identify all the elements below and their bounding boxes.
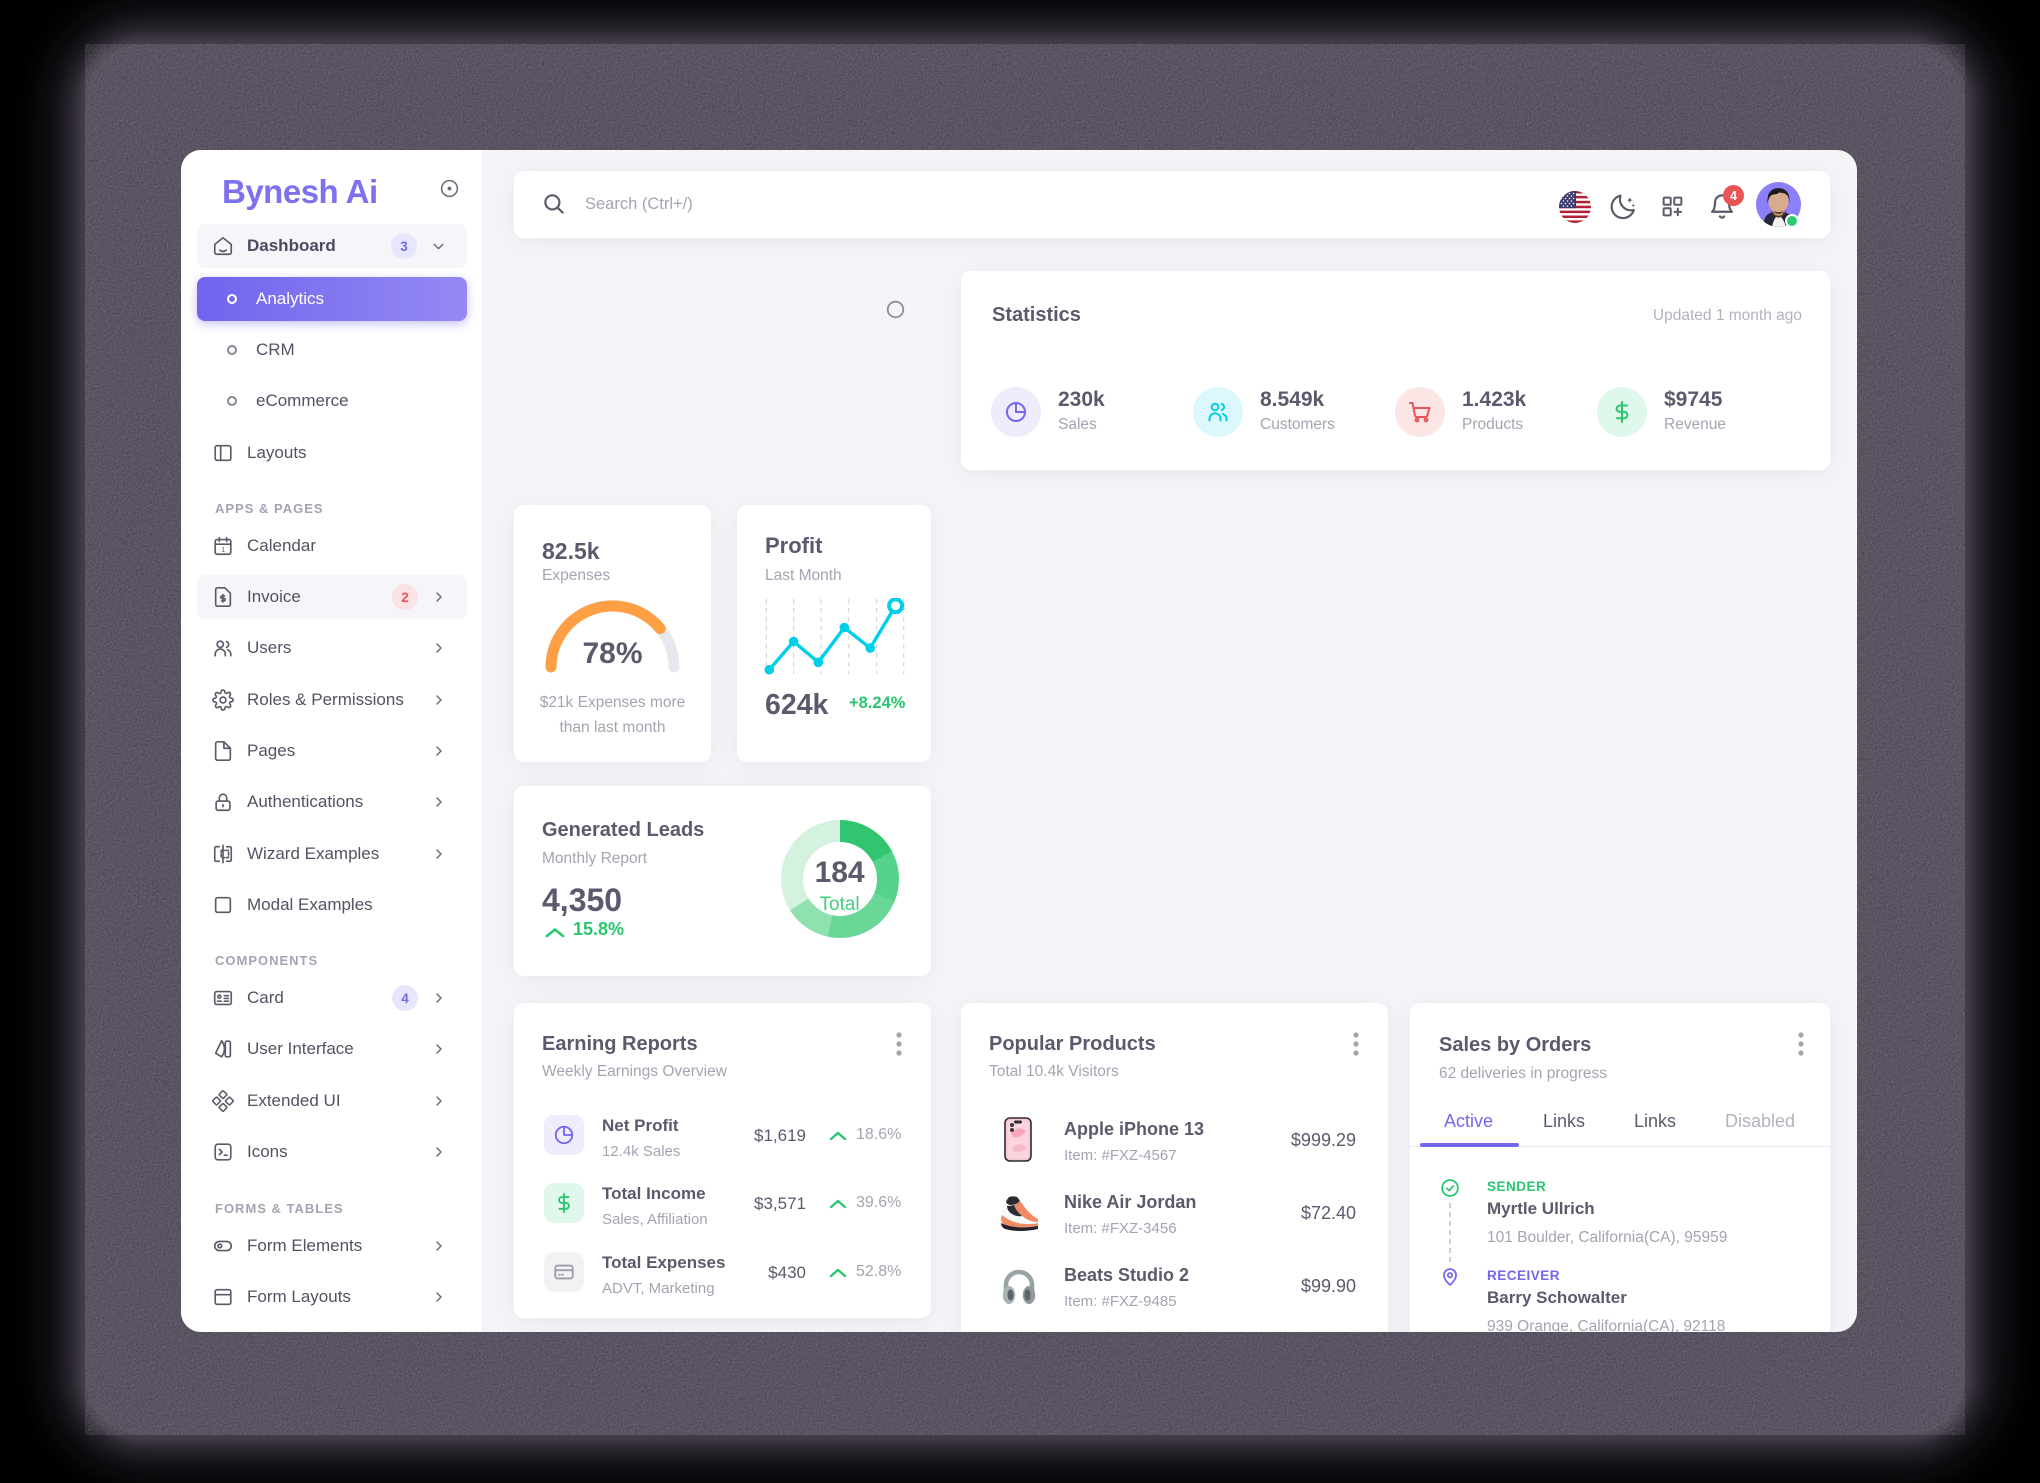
svg-text:1: 1: [221, 545, 225, 554]
